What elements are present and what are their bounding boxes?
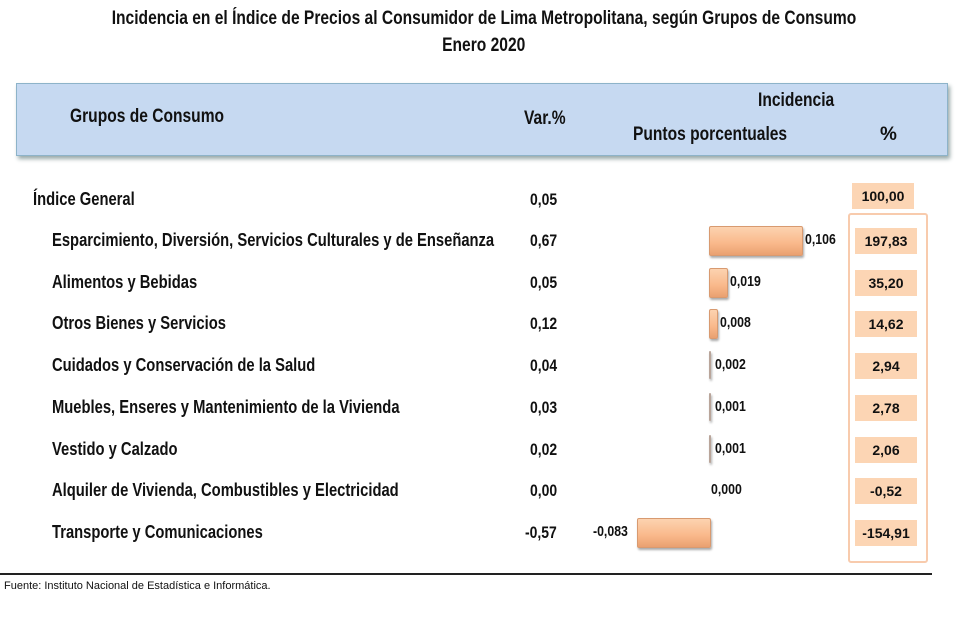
bar-value-label: 0,001 (715, 439, 746, 457)
chart-title: Incidencia en el Índice de Precios al Co… (111, 8, 856, 29)
row-label: Alimentos y Bebidas (52, 271, 198, 292)
bar-value-label: 0,002 (715, 356, 746, 374)
bar (709, 309, 718, 340)
row-pct: 35,20 (855, 269, 917, 296)
bar (709, 267, 728, 298)
divider (0, 573, 932, 575)
bar-value-label: 0,019 (729, 272, 761, 290)
header-incidence: Incidencia (758, 90, 835, 111)
bar-value-label: -0,083 (592, 522, 628, 540)
row-var: 0,67 (529, 231, 557, 250)
row-pct: -154,91 (855, 519, 917, 546)
row-var: -0,57 (525, 522, 557, 542)
row-label: Vestido y Calzado (52, 438, 178, 459)
row-label: Transporte y Comunicaciones (52, 521, 263, 542)
row-label: Muebles, Enseres y Mantenimiento de la V… (52, 396, 400, 417)
row-pct: 2,78 (855, 394, 917, 421)
bar-value-label: 0,106 (805, 231, 837, 248)
bar (709, 226, 804, 256)
row-pct: 197,83 (855, 228, 917, 254)
bar (709, 351, 711, 380)
header-points: Puntos porcentuales (633, 124, 788, 145)
row-label: Alquiler de Vivienda, Combustibles y Ele… (52, 480, 399, 501)
row-var: 0,05 (529, 272, 557, 292)
pct-frame (848, 213, 928, 563)
row-pct: 2,06 (855, 436, 917, 463)
row-var: 0,02 (529, 439, 557, 459)
bar (709, 392, 711, 421)
row-var: 0,12 (529, 314, 557, 334)
header-groups: Grupos de Consumo (70, 106, 225, 127)
bar (636, 517, 711, 548)
row-var: 0,03 (529, 397, 557, 417)
general-pct: 100,00 (852, 183, 914, 209)
general-label: Índice General (33, 189, 135, 209)
row-pct: 2,94 (855, 353, 917, 380)
bar-value-label: 0,008 (719, 314, 751, 332)
row-pct: 14,62 (855, 311, 917, 338)
bar-value-label: 0,000 (711, 481, 742, 499)
row-label: Otros Bienes y Servicios (52, 313, 226, 334)
bar (709, 434, 711, 463)
general-var: 0,05 (529, 190, 557, 209)
row-var: 0,04 (529, 356, 557, 376)
header-var: Var.% (524, 108, 566, 129)
row-label: Esparcimiento, Diversión, Servicios Cult… (52, 230, 495, 250)
table-header (16, 83, 948, 156)
bar-value-label: 0,001 (715, 397, 746, 415)
chart-subtitle: Enero 2020 (441, 35, 526, 56)
row-pct: -0,52 (855, 478, 917, 505)
header-percent: % (880, 124, 897, 145)
source-note: Fuente: Instituto Nacional de Estadístic… (4, 580, 271, 592)
row-label: Cuidados y Conservación de la Salud (52, 355, 316, 376)
row-var: 0,00 (529, 481, 557, 501)
